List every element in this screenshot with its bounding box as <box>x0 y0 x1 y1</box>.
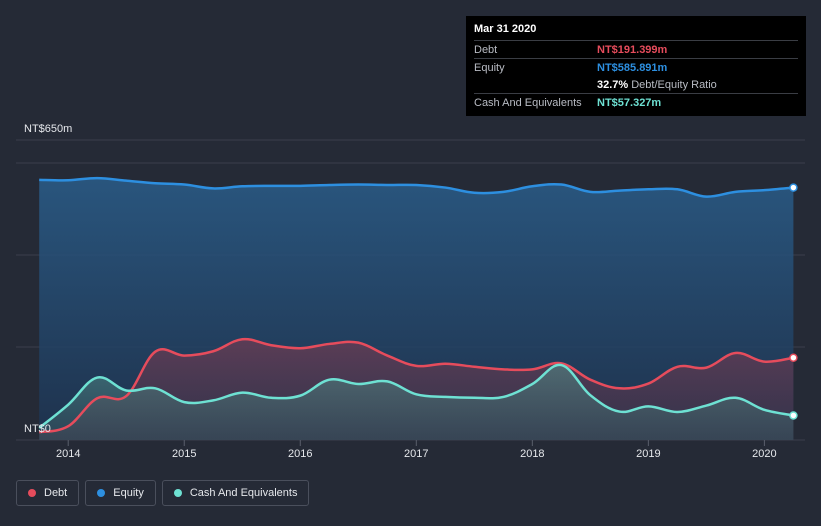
tooltip-row-ratio: 32.7% Debt/Equity Ratio <box>474 76 798 93</box>
debt-line <box>38 337 794 434</box>
equity-end-marker <box>789 183 798 192</box>
legend-equity-label: Equity <box>113 487 144 499</box>
tooltip-row-cash: Cash And Equivalents NT$57.327m <box>474 93 798 111</box>
end-markers <box>789 183 798 420</box>
x-axis-ticks: 2014 2015 2016 2017 2018 2019 2020 <box>56 448 777 460</box>
tooltip-equity-label: Equity <box>474 62 505 74</box>
tooltip-debt-value: NT$191.399m <box>597 44 668 56</box>
debt-end-marker <box>789 353 798 362</box>
legend-item-debt[interactable]: Debt <box>16 480 80 506</box>
equity-line <box>39 176 794 198</box>
debt-dot-icon <box>28 489 36 497</box>
legend-cash-label: Cash And Equivalents <box>189 487 298 499</box>
tooltip-cash-label: Cash And Equivalents <box>474 97 582 109</box>
x-tick-label: 2020 <box>752 448 776 460</box>
tooltip-equity-value: NT$585.891m <box>597 62 668 74</box>
tooltip-row-equity: Equity NT$585.891m <box>474 58 798 76</box>
cash-dot-icon <box>173 489 182 497</box>
series-areas <box>39 178 794 440</box>
tooltip-ratio-caption: Debt/Equity Ratio <box>631 79 717 91</box>
x-tick-label: 2017 <box>404 448 428 460</box>
axes: NT$650m NT$0 <box>24 123 72 435</box>
tooltip: Mar 31 2020 Debt NT$191.399m Equity NT$5… <box>466 16 806 116</box>
tooltip-debt-label: Debt <box>474 44 498 56</box>
legend-debt-label: Debt <box>44 487 68 499</box>
legend: Debt Equity Cash And Equivalents <box>16 480 315 506</box>
tooltip-cash-value: NT$57.327m <box>597 97 662 109</box>
legend-item-equity[interactable]: Equity <box>85 480 156 506</box>
cash-area <box>39 364 794 440</box>
legend-item-cash[interactable]: Cash And Equivalents <box>161 480 310 506</box>
x-tick-label: 2018 <box>520 448 544 460</box>
series-lines <box>38 176 794 434</box>
equity-dot-icon <box>97 489 106 497</box>
x-tick-label: 2015 <box>172 448 196 460</box>
y-zero-label: NT$0 <box>24 423 51 435</box>
y-max-label: NT$650m <box>24 123 72 135</box>
tooltip-row-debt: Debt NT$191.399m <box>474 40 798 58</box>
cash-end-marker <box>789 411 798 420</box>
tooltip-ratio-value: 32.7% <box>597 79 629 91</box>
debt-equity-chart: NT$650m NT$0 2014 2015 2016 2017 2018 2019 202… <box>16 123 805 460</box>
cash-line <box>38 363 794 429</box>
x-tick-label: 2014 <box>56 448 80 460</box>
x-tick-label: 2019 <box>636 448 660 460</box>
tooltip-date: Mar 31 2020 <box>474 23 537 35</box>
x-tick-label: 2016 <box>288 448 312 460</box>
